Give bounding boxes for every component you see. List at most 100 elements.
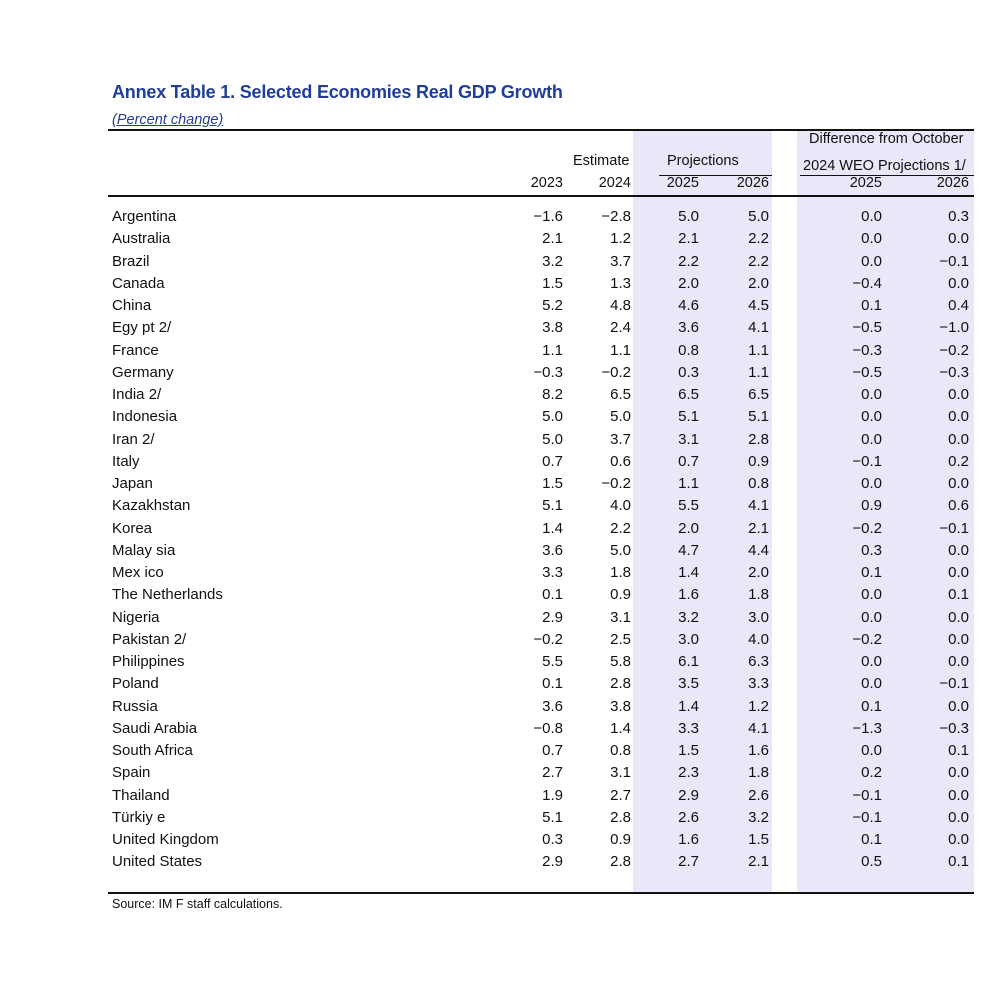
projections-underline <box>659 175 772 176</box>
value-cell: 3.6 <box>542 541 563 559</box>
value-cell: 0.3 <box>948 208 969 225</box>
table-row: United States 2.9 2.8 2.7 2.1 0.5 0.1 <box>0 853 992 875</box>
value-cell: −0.1 <box>939 519 969 537</box>
value-cell: 2.1 <box>748 853 769 871</box>
value-cell: 0.0 <box>948 386 969 403</box>
value-cell: 2.8 <box>610 675 631 693</box>
difference-underline <box>800 175 974 176</box>
table-row: Canada 1.5 1.3 2.0 2.0 −0.4 0.0 <box>0 275 992 297</box>
country-name: Poland <box>112 675 159 693</box>
value-cell: 1.4 <box>610 719 631 737</box>
country-name: France <box>112 341 159 359</box>
value-cell: 6.5 <box>678 386 699 403</box>
value-cell: 0.8 <box>678 341 699 359</box>
value-cell: 0.9 <box>748 452 769 470</box>
country-name: Korea <box>112 519 153 537</box>
value-cell: 4.1 <box>748 719 769 737</box>
country-name: Canada <box>112 274 165 292</box>
table-row: Saudi Arabia −0.8 1.4 3.3 4.1 −1.3 −0.3 <box>0 720 992 742</box>
value-cell: 0.2 <box>948 452 969 470</box>
header-bottom-rule <box>108 195 974 197</box>
value-cell: 5.0 <box>610 541 631 559</box>
value-cell: 1.3 <box>610 274 631 292</box>
table-row: Philippines 5.5 5.8 6.1 6.3 0.0 0.0 <box>0 653 992 675</box>
difference-shade <box>797 131 974 893</box>
value-cell: 1.4 <box>678 564 699 581</box>
country-name: United States <box>112 853 203 871</box>
value-cell: 2.6 <box>748 786 769 804</box>
table-row: Korea 1.4 2.2 2.0 2.1 −0.2 −0.1 <box>0 520 992 542</box>
country-name: Nigeria <box>112 608 160 626</box>
value-cell: 0.0 <box>861 675 882 693</box>
value-cell: −1.0 <box>939 319 969 337</box>
value-cell: 0.0 <box>948 697 969 715</box>
value-cell: 6.5 <box>748 386 769 403</box>
value-cell: −0.3 <box>939 363 969 381</box>
value-cell: −0.2 <box>601 475 631 492</box>
header-year-2024: 2024 <box>598 175 631 191</box>
value-cell: −0.3 <box>939 719 969 737</box>
value-cell: 4.1 <box>748 319 769 337</box>
table-row: India 2/8.2 6.5 6.5 6.5 0.0 0.0 <box>0 386 992 408</box>
value-cell: 1.8 <box>748 764 769 782</box>
value-cell: 0.0 <box>861 230 882 248</box>
value-cell: 4.7 <box>678 541 699 559</box>
value-cell: 3.3 <box>542 564 563 581</box>
value-cell: 4.1 <box>748 497 769 515</box>
country-name: Spain <box>112 764 151 782</box>
value-cell: 1.1 <box>610 341 631 359</box>
country-name: Australia <box>112 230 171 248</box>
table-row: Australia 2.1 1.2 2.1 2.2 0.0 0.0 <box>0 230 992 252</box>
value-cell: 2.8 <box>610 808 631 826</box>
value-cell: −1.6 <box>533 208 563 225</box>
value-cell: −0.1 <box>939 252 969 270</box>
table-row: South Africa 0.7 0.8 1.5 1.6 0.0 0.1 <box>0 742 992 764</box>
value-cell: 3.2 <box>748 808 769 826</box>
value-cell: 0.3 <box>861 541 882 559</box>
value-cell: 2.2 <box>610 519 631 537</box>
value-cell: −0.2 <box>601 363 631 381</box>
value-cell: 2.7 <box>678 853 699 871</box>
value-cell: 1.2 <box>610 230 631 248</box>
country-name: Indonesia <box>112 408 178 426</box>
value-cell: 3.1 <box>678 430 699 448</box>
value-cell: 5.2 <box>542 297 563 314</box>
value-cell: 3.3 <box>678 719 699 737</box>
country-name: Iran 2/ <box>112 430 155 448</box>
value-cell: 0.0 <box>861 608 882 626</box>
value-cell: 0.3 <box>542 831 563 848</box>
value-cell: 3.7 <box>610 252 631 270</box>
header-year-2025-proj: 2025 <box>666 175 699 191</box>
header-estimate: Estimate <box>573 153 630 169</box>
header-year-2026-diff: 2026 <box>936 175 969 191</box>
value-cell: 1.1 <box>748 341 769 359</box>
table-row: Nigeria 2.9 3.1 3.2 3.0 0.0 0.0 <box>0 609 992 631</box>
value-cell: −0.3 <box>852 341 882 359</box>
header-year-2025-diff: 2025 <box>849 175 882 191</box>
value-cell: 5.8 <box>610 653 631 670</box>
value-cell: 5.1 <box>748 408 769 426</box>
projections-shade <box>633 131 772 893</box>
value-cell: 3.2 <box>542 252 563 270</box>
value-cell: 0.1 <box>948 853 969 871</box>
value-cell: 2.5 <box>610 630 631 648</box>
country-name: India 2/ <box>112 386 162 403</box>
value-cell: −0.3 <box>533 363 563 381</box>
value-cell: 5.5 <box>678 497 699 515</box>
value-cell: 0.0 <box>861 386 882 403</box>
value-cell: 2.1 <box>678 230 699 248</box>
value-cell: 1.1 <box>542 341 563 359</box>
value-cell: −0.5 <box>852 363 882 381</box>
value-cell: 2.3 <box>678 764 699 782</box>
value-cell: 2.0 <box>748 564 769 581</box>
value-cell: 5.1 <box>542 497 563 515</box>
value-cell: 0.9 <box>610 831 631 848</box>
value-cell: 5.0 <box>748 208 769 225</box>
table-row: Kazakhstan 5.1 4.0 5.5 4.1 0.9 0.6 <box>0 497 992 519</box>
country-name: Malay sia <box>112 541 176 559</box>
country-name: Japan <box>112 475 153 492</box>
bottom-rule <box>108 892 974 894</box>
value-cell: 4.5 <box>748 297 769 314</box>
header-year-2023: 2023 <box>530 175 563 191</box>
value-cell: 0.0 <box>948 808 969 826</box>
